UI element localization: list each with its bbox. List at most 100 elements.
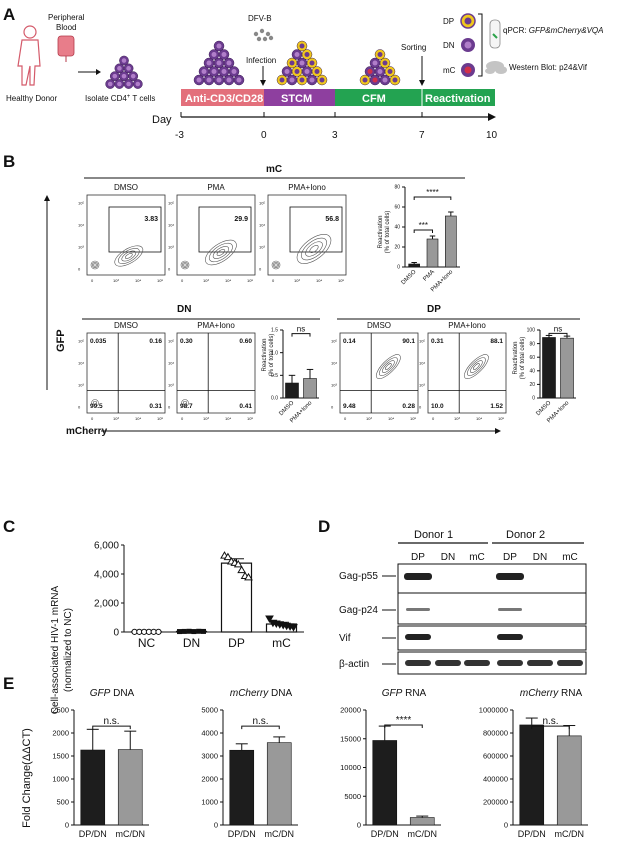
mc-plot-condition: DMSO (114, 183, 138, 192)
y-tick-label: 1.5 (271, 328, 278, 334)
dn-flow-plot-1: DMSO 0.035 0.16 99.5 0.31 10⁵ 10⁴ 10³ 0 0 10³ 10⁴ 10… (78, 321, 166, 421)
contour-ytick: 10⁴ (168, 361, 174, 366)
y-tick-label: 3000 (201, 752, 218, 761)
bar (229, 749, 255, 826)
quad-plot-condition: DMSO (367, 321, 391, 330)
y-tick-label: 80 (529, 341, 535, 347)
reactivation-gate (289, 206, 343, 253)
c-bar-chart: 0 2,000 4,000 6,000 NC DN DP mC (94, 540, 304, 650)
cell-nucleus (117, 66, 122, 71)
mc-label-a: mC (443, 66, 456, 75)
contour-ring (309, 245, 319, 253)
qpcr-label: qPCR: GFP&mCherry&VQA (503, 26, 603, 35)
quadrant-lr: 1.52 (490, 403, 503, 410)
y-tick-label: 0 (357, 821, 361, 830)
contour-ring (274, 263, 278, 267)
contour-ring (216, 249, 226, 256)
data-point (265, 615, 274, 623)
y-tick-label: 80 (394, 185, 400, 191)
data-point (191, 629, 197, 635)
cell-nucleus (130, 73, 136, 79)
y-tick-label: 0 (113, 627, 119, 638)
contour-xtick: 10⁵ (410, 416, 416, 421)
stage-label-4: Reactivation (425, 93, 491, 105)
contour-ytick: 10³ (168, 245, 174, 250)
y-tick-label: 0.0 (271, 396, 278, 402)
cell-nucleus (117, 81, 122, 87)
y-tick-label: 60 (529, 355, 535, 361)
quadrant-ur: 0.16 (149, 338, 162, 345)
day-label: Day (152, 114, 172, 126)
category-label: DP/DN (518, 829, 546, 839)
lane-label: DP (411, 552, 425, 563)
y-tick-label: 2500 (52, 706, 69, 715)
cell-nucleus (206, 60, 212, 66)
data-point (177, 629, 182, 635)
y-tick-label: 10000 (340, 763, 361, 772)
western-blot-icon (485, 61, 507, 74)
contour-ring (90, 260, 100, 270)
panel-c-letter: C (3, 517, 15, 536)
panel-e-letter: E (3, 674, 14, 693)
mc-cell-icon (461, 63, 475, 77)
bar (303, 378, 317, 399)
reactivation-bar-charts: Reactivation (% of total cells)020406080D… (262, 185, 576, 424)
significance-bracket (548, 332, 568, 337)
blot-frame-actin (397, 651, 587, 675)
significance-bracket (92, 725, 131, 730)
contour-ring (463, 354, 489, 379)
significance-bracket (413, 196, 452, 200)
data-point (237, 565, 247, 574)
day-axis: Day -3 0 3 7 10 (152, 112, 498, 141)
mc-flow-plot-2: PMA 29.9 10⁵ 10⁴ 10³ 0 0 10³ 10⁴ 10⁵ (168, 183, 256, 283)
y-tick-label: 200000 (483, 798, 508, 807)
cell-nucleus (121, 73, 127, 79)
donor2-label: Donor 2 (506, 529, 545, 541)
mc-gate-percent: 29.9 (234, 216, 248, 223)
lane-label: mC (562, 552, 578, 563)
tube-icon (489, 19, 501, 49)
band-gag-p24 (406, 608, 430, 611)
cell-nucleus (201, 69, 207, 74)
y-tick-label: 60 (394, 205, 400, 211)
cell-nucleus (294, 69, 300, 74)
contour-xtick: 10³ (294, 278, 300, 283)
category-label: mC/DN (116, 829, 146, 839)
contour-ring (180, 260, 190, 270)
data-point (244, 572, 253, 581)
cell-nucleus (216, 43, 222, 49)
contour-ytick: 10³ (168, 383, 174, 388)
y-tick-label: 400000 (483, 775, 508, 784)
contour-xtick: 0 (344, 416, 347, 421)
cell-nucleus (294, 52, 300, 57)
blot-row-label: β-actin (339, 659, 369, 670)
bar (372, 740, 398, 826)
contour-ring (91, 399, 99, 407)
significance-label: n.s. (252, 716, 268, 727)
contour-ring (212, 246, 229, 259)
plot-frame (267, 194, 347, 276)
day-tick-5: 10 (486, 130, 498, 141)
cell-nucleus (236, 77, 242, 83)
contour-xtick: 10³ (203, 278, 209, 283)
virus-icon (253, 28, 274, 42)
cell-nucleus (211, 69, 217, 74)
cell-nucleus (135, 81, 141, 87)
bar (220, 562, 253, 633)
day-tick-4: 7 (419, 130, 425, 141)
quadrant-ll: 98.7 (180, 403, 193, 410)
y-tick-label: 600000 (483, 752, 508, 761)
band-vif (497, 634, 523, 640)
y-tick-label: 0 (214, 821, 218, 830)
panel-a: A Peripheral Blood Healthy Donor Isolate… (3, 5, 603, 141)
bar (117, 749, 143, 826)
contour-ring (92, 400, 98, 406)
cell-nucleus (126, 66, 131, 71)
contour-ytick: 10⁴ (78, 223, 84, 228)
contour-ytick: 10³ (259, 245, 265, 250)
contour-ytick: 0 (259, 267, 262, 272)
data-point (233, 559, 243, 568)
c-ylabel-2: (normalized to NC) (63, 608, 74, 692)
significance-label: n.s. (542, 716, 558, 727)
blot-row-label: Gag-p55 (339, 571, 378, 582)
